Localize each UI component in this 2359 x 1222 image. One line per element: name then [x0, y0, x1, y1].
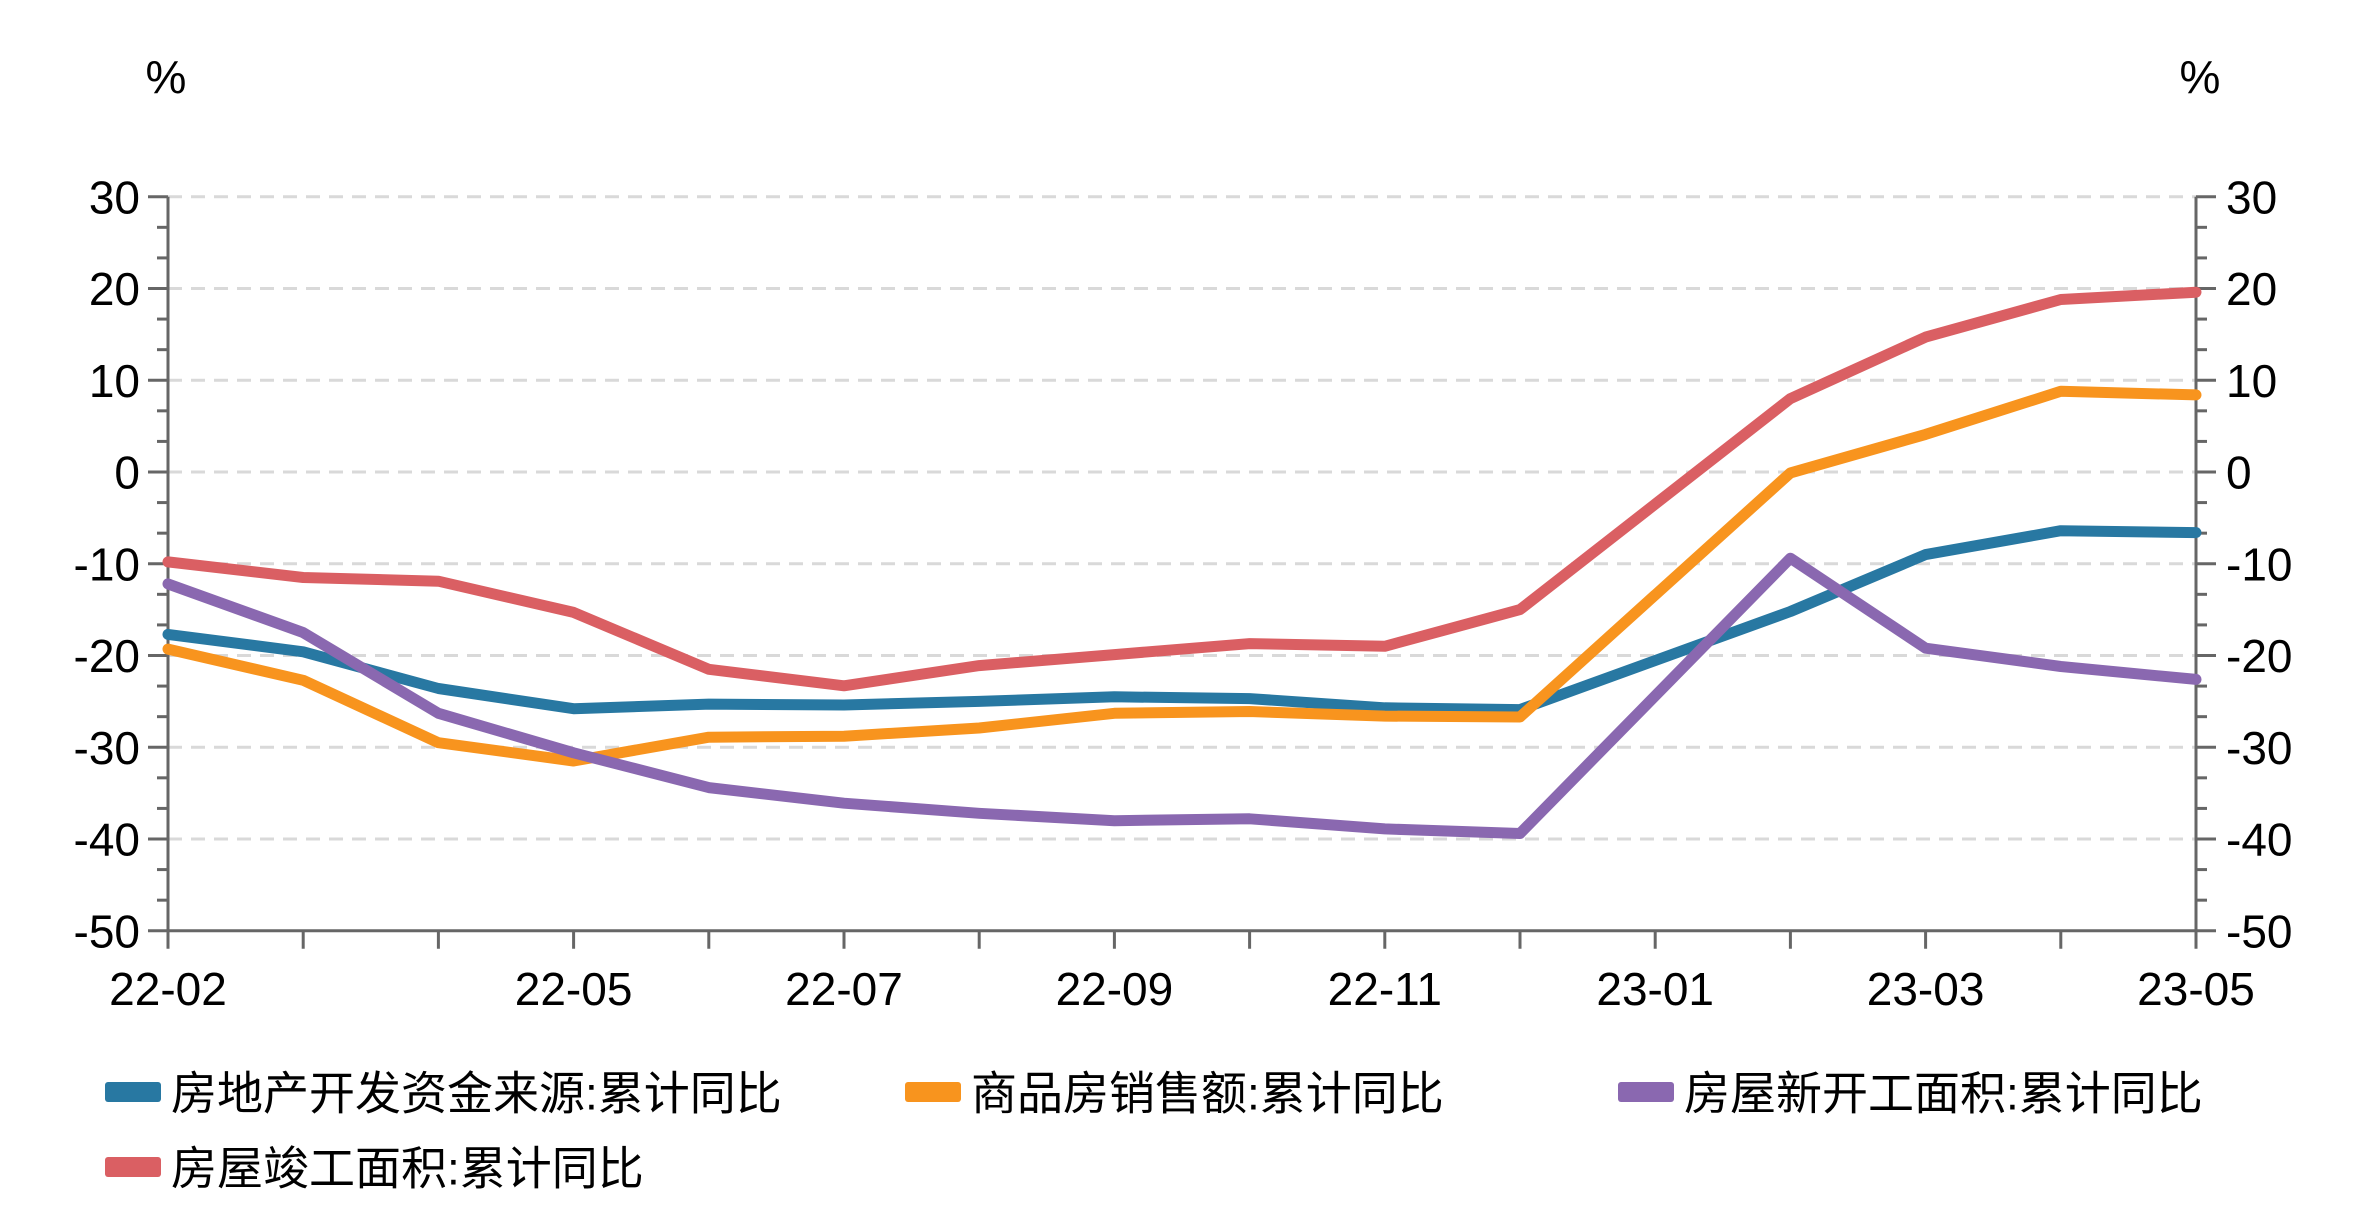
x-axis-label: 22-09: [1056, 963, 1174, 1015]
left-axis-unit-label: %: [146, 51, 187, 103]
y-axis-label-left: 0: [114, 447, 140, 499]
y-axis-label-right: 10: [2226, 355, 2277, 407]
x-axis-label: 23-03: [1867, 963, 1985, 1015]
y-axis-label-left: -50: [74, 905, 140, 957]
series-line-3: [162, 286, 2202, 692]
legend: 房地产开发资金来源:累计同比 商品房销售额:累计同比 房屋新开工面积:累计同比房屋竣…: [105, 1067, 2203, 1194]
series-line-1: [162, 385, 2202, 767]
y-axis-label-right: -40: [2226, 814, 2292, 866]
legend-label: 商品房销售额:累计同比: [971, 1067, 1444, 1119]
y-axis-label-left: -40: [74, 814, 140, 866]
series-line-0: [162, 525, 2202, 716]
y-axis-label-right: -10: [2226, 538, 2292, 590]
series-lines: [162, 286, 2202, 839]
x-axis-label: 22-07: [785, 963, 903, 1015]
y-axis-label-right: -20: [2226, 630, 2292, 682]
legend-item-1: 商品房销售额:累计同比: [905, 1067, 1444, 1119]
y-axis-label-right: -30: [2226, 722, 2292, 774]
x-axis-label: 23-01: [1596, 963, 1714, 1015]
axis-labels: % % 30 30 20 20 10 10 0 0 -10 -10 -20 -20 -30 -30 -40 -…: [74, 51, 2293, 1015]
y-axis-label-right: -50: [2226, 905, 2292, 957]
y-axis-label-left: -10: [74, 538, 140, 590]
legend-swatch: [905, 1082, 961, 1102]
grid-lines: [168, 195, 2196, 841]
x-axis-label: 22-05: [515, 963, 633, 1015]
y-axis-label-left: 20: [89, 263, 140, 315]
y-axis-label-left: -30: [74, 722, 140, 774]
legend-label: 房地产开发资金来源:累计同比: [171, 1067, 782, 1119]
legend-swatch: [1618, 1082, 1674, 1102]
x-axis-label: 22-11: [1328, 963, 1442, 1015]
legend-item-2: 房屋新开工面积:累计同比: [1618, 1067, 2203, 1119]
legend-item-3: 房屋竣工面积:累计同比: [105, 1142, 644, 1194]
y-axis-label-left: 30: [89, 171, 140, 223]
x-axis-label: 22-02: [109, 963, 227, 1015]
series-line-2: [162, 552, 2202, 839]
legend-swatch: [105, 1157, 161, 1177]
y-axis-label-left: 10: [89, 355, 140, 407]
right-axis-unit-label: %: [2180, 51, 2221, 103]
legend-label: 房屋竣工面积:累计同比: [171, 1142, 644, 1194]
legend-label: 房屋新开工面积:累计同比: [1684, 1067, 2203, 1119]
y-axis-label-right: 0: [2226, 447, 2252, 499]
x-axis-label: 23-05: [2137, 963, 2255, 1015]
legend-item-0: 房地产开发资金来源:累计同比: [105, 1067, 782, 1119]
axes: [148, 195, 2216, 949]
y-axis-label-left: -20: [74, 630, 140, 682]
y-axis-label-right: 20: [2226, 263, 2277, 315]
y-axis-label-right: 30: [2226, 171, 2277, 223]
legend-swatch: [105, 1082, 161, 1102]
